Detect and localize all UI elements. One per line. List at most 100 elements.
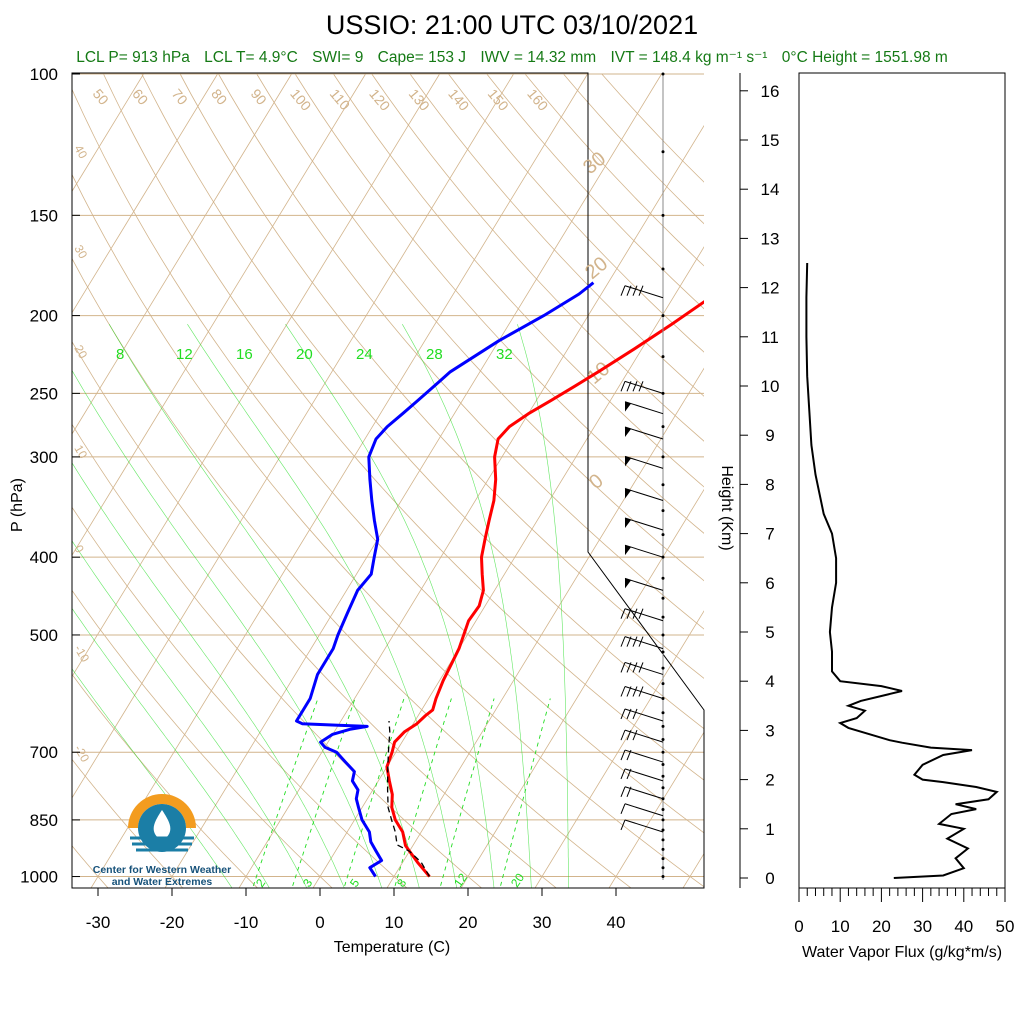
moist-adiabat-line (72, 607, 270, 888)
mixing-ratio-top-label: 24 (356, 346, 373, 363)
dewpoint-profile (295, 281, 595, 878)
barb-level-dot (661, 711, 665, 715)
pressure-tick-label: 250 (30, 384, 58, 403)
barb-level-dot (661, 762, 665, 766)
barb-level-dot (661, 650, 665, 654)
barb-level-dot (661, 866, 665, 870)
wind-barb (624, 636, 664, 650)
flux-border (798, 72, 1006, 889)
wind-barb-feather (632, 636, 638, 647)
flux-tick-label: 30 (913, 917, 932, 936)
wind-barb-feather (632, 285, 638, 296)
wind-barb (624, 544, 664, 558)
barb-level-dot (661, 555, 665, 559)
height-tick-label: 14 (761, 180, 780, 199)
isotherm-line (90, 73, 588, 888)
height-tick-label: 6 (765, 574, 774, 593)
wind-barb-feather (620, 803, 626, 814)
barb-level-dot (661, 774, 665, 778)
wind-barb-feather (632, 662, 638, 673)
height-tick-label: 3 (765, 721, 774, 740)
flux-tick-label: 0 (794, 917, 803, 936)
mixing-ratio-line (343, 698, 405, 888)
wind-barb-feather (638, 608, 644, 619)
dry-adiabat-label: 30 (71, 243, 90, 262)
barb-level-dot (661, 875, 665, 879)
mixing-ratio-line (499, 698, 551, 888)
wind-barb-pennant (625, 401, 631, 412)
wind-barb-feather (632, 729, 638, 741)
barb-level-dot (661, 838, 665, 842)
wind-barb-feather (626, 662, 632, 673)
height-tick-label: 8 (765, 475, 774, 494)
temperature-tick-label: -20 (160, 913, 185, 932)
wind-barb-feather (626, 708, 632, 720)
barb-level-dot (661, 509, 665, 513)
moist-adiabat-line (285, 324, 495, 888)
mixing-ratio-line (393, 698, 452, 888)
moist-adiabat-line (402, 324, 532, 888)
sounding-profiles (295, 281, 704, 878)
wind-barb (624, 401, 664, 415)
temperature-tick-label: 0 (315, 913, 324, 932)
wind-barb-feather (620, 768, 626, 780)
dry-adiabat-line (72, 758, 184, 888)
wind-barb-feather (626, 729, 632, 741)
barb-level-dot (661, 828, 665, 832)
dry-adiabat-line (563, 73, 704, 225)
cw3e-logo: Center for Western Weather and Water Ext… (92, 784, 232, 894)
isotherm-label: 90 (248, 86, 270, 108)
isotherm-label: 160 (524, 86, 551, 114)
isotherm-label: 110 (327, 86, 354, 114)
temperature-tick-label: 10 (385, 913, 404, 932)
wind-barb (624, 455, 664, 469)
barb-level-dot (661, 267, 665, 271)
pressure-tick-label: 400 (30, 548, 58, 567)
dry-adiabat-line (72, 173, 704, 888)
barb-level-dot (661, 738, 665, 742)
wind-barb-feather (620, 749, 626, 761)
barb-level-dot (661, 533, 665, 537)
water-drop-sun-icon (128, 794, 196, 852)
height-tick-label: 4 (765, 672, 774, 691)
ivt-value: IVT = 148.4 kg m⁻¹ s⁻¹ (610, 49, 768, 66)
flux-tick-label: 50 (996, 917, 1015, 936)
barb-level-dot (661, 150, 665, 154)
wind-barb-feather (638, 662, 644, 673)
moist-adiabat-label: 20 (581, 253, 612, 284)
dry-adiabat-line (333, 73, 704, 488)
wind-barb (624, 577, 664, 591)
isotherm-line (608, 731, 704, 888)
sun-arc-shape (128, 794, 196, 828)
isotherm-line (754, 74, 1024, 894)
wind-barb-pennant (625, 488, 631, 499)
barb-level-dot (661, 696, 665, 700)
barb-level-dot (661, 724, 665, 728)
dry-adiabat-label: -20 (71, 743, 92, 765)
barb-level-dot (661, 807, 665, 811)
barb-level-dot (661, 425, 665, 429)
wind-barb-feather (620, 608, 626, 619)
barb-level-dot (661, 455, 665, 459)
mixing-ratio-top-label: 32 (496, 346, 513, 363)
barb-level-dot (661, 666, 665, 670)
barb-level-dot (661, 72, 665, 76)
chart-title: USSIO: 21:00 UTC 03/10/2021 (325, 10, 699, 40)
isotherm-line (312, 246, 704, 888)
height-tick-label: 2 (765, 771, 774, 790)
barb-level-dot (661, 818, 665, 822)
temperature-tick-label: 20 (459, 913, 478, 932)
height-tick-label: 7 (765, 525, 774, 544)
wind-barb-feather (632, 381, 638, 392)
wind-barb-feather (626, 786, 632, 797)
barb-level-dot (661, 786, 665, 790)
dry-adiabat-line (448, 73, 704, 353)
drop-shape (153, 810, 171, 839)
temperature-tick-label: -10 (234, 913, 259, 932)
lcl-temperature: LCL T= 4.9°C (204, 49, 298, 66)
barb-level-dot (661, 797, 665, 801)
logo-line-2: and Water Extremes (111, 876, 213, 888)
skewt-border (71, 72, 705, 889)
